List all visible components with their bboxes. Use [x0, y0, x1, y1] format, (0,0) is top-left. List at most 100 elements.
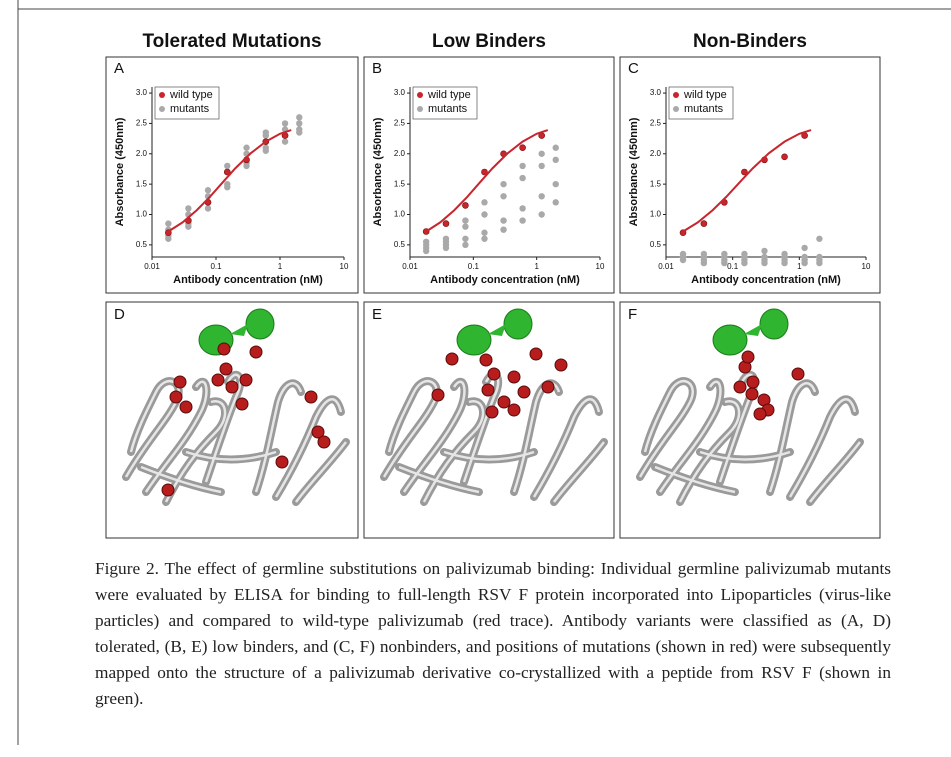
y-axis-label: Absorbance (450nm) — [372, 117, 384, 226]
structure-panel: D — [106, 302, 358, 538]
data-point — [538, 211, 544, 217]
mutation-site — [276, 456, 288, 468]
y-tick-label: 2.5 — [136, 119, 148, 128]
legend-marker — [417, 106, 423, 112]
mutation-site — [498, 396, 510, 408]
data-point — [296, 120, 302, 126]
mutation-site — [220, 363, 232, 375]
y-axis-label: Absorbance (450nm) — [114, 117, 126, 226]
data-point — [801, 245, 807, 251]
data-point — [782, 154, 788, 160]
data-point — [282, 138, 288, 144]
mutation-site — [530, 348, 542, 360]
y-tick-label: 3.0 — [650, 88, 662, 97]
y-tick-label: 1.5 — [136, 179, 148, 188]
data-point — [721, 260, 727, 266]
data-point — [296, 114, 302, 120]
mutation-site — [162, 484, 174, 496]
data-point — [761, 248, 767, 254]
legend-marker — [417, 92, 423, 98]
y-tick-label: 2.5 — [394, 119, 406, 128]
data-point — [816, 254, 822, 260]
data-point — [680, 254, 686, 260]
data-point — [500, 193, 506, 199]
mutation-site — [226, 381, 238, 393]
y-tick-label: 1.0 — [650, 210, 662, 219]
data-point — [741, 251, 747, 257]
y-tick-label: 2.5 — [650, 119, 662, 128]
data-point — [481, 230, 487, 236]
column-title: Tolerated Mutations — [142, 31, 321, 52]
peptide — [760, 309, 788, 339]
data-point — [553, 145, 559, 151]
data-point — [801, 257, 807, 263]
data-point — [500, 226, 506, 232]
data-point — [519, 175, 525, 181]
data-point — [462, 217, 468, 223]
mutation-site — [754, 408, 766, 420]
data-point — [243, 145, 249, 151]
mutation-site — [486, 406, 498, 418]
y-tick-label: 2.0 — [136, 149, 148, 158]
x-axis-label: Antibody concentration (nM) — [173, 274, 323, 286]
data-point — [423, 239, 429, 245]
data-point — [282, 120, 288, 126]
page: {"chart_data": [ {"type": "scatter", "ti… — [0, 0, 951, 757]
mutation-site — [488, 368, 500, 380]
data-point — [519, 163, 525, 169]
y-tick-label: 2.0 — [650, 149, 662, 158]
x-tick-label: 0.01 — [658, 262, 674, 271]
x-tick-label: 1 — [278, 262, 283, 271]
data-point — [205, 187, 211, 193]
mutation-site — [792, 368, 804, 380]
y-tick-label: 2.0 — [394, 149, 406, 158]
y-axis-label: Absorbance (450nm) — [628, 117, 640, 226]
mutation-site — [318, 436, 330, 448]
data-point — [721, 251, 727, 257]
data-point — [538, 163, 544, 169]
data-point — [538, 151, 544, 157]
data-point — [443, 239, 449, 245]
data-point — [553, 199, 559, 205]
x-tick-label: 0.01 — [402, 262, 418, 271]
y-tick-label: 0.5 — [650, 240, 662, 249]
data-point — [462, 223, 468, 229]
data-point — [296, 126, 302, 132]
x-tick-label: 0.1 — [727, 262, 739, 271]
panel-label: C — [628, 60, 639, 77]
legend-marker — [673, 106, 679, 112]
panel-label: E — [372, 306, 382, 323]
x-axis-label: Antibody concentration (nM) — [691, 274, 841, 286]
data-point — [224, 163, 230, 169]
panel-label: A — [114, 60, 124, 77]
mutation-site — [482, 384, 494, 396]
legend-label: mutants — [684, 103, 724, 115]
data-point — [165, 220, 171, 226]
x-tick-label: 0.1 — [210, 262, 222, 271]
data-point — [741, 260, 747, 266]
data-point — [500, 181, 506, 187]
data-point — [519, 205, 525, 211]
data-point — [205, 205, 211, 211]
y-tick-label: 1.5 — [650, 179, 662, 188]
y-tick-label: 1.0 — [394, 210, 406, 219]
data-point — [500, 217, 506, 223]
data-point — [781, 260, 787, 266]
mutation-site — [742, 351, 754, 363]
data-point — [701, 221, 707, 227]
mutation-site — [250, 346, 262, 358]
mutation-site — [542, 381, 554, 393]
data-point — [553, 157, 559, 163]
y-tick-label: 1.0 — [136, 210, 148, 219]
x-tick-label: 1 — [534, 262, 539, 271]
data-point — [553, 181, 559, 187]
data-point — [224, 184, 230, 190]
mutation-site — [746, 388, 758, 400]
data-point — [462, 236, 468, 242]
data-point — [761, 260, 767, 266]
y-tick-label: 0.5 — [394, 240, 406, 249]
structure-panel: E — [364, 302, 614, 538]
mutation-site — [305, 391, 317, 403]
legend-label: mutants — [170, 103, 210, 115]
caption: Figure 2. The effect of germline substit… — [95, 556, 891, 712]
